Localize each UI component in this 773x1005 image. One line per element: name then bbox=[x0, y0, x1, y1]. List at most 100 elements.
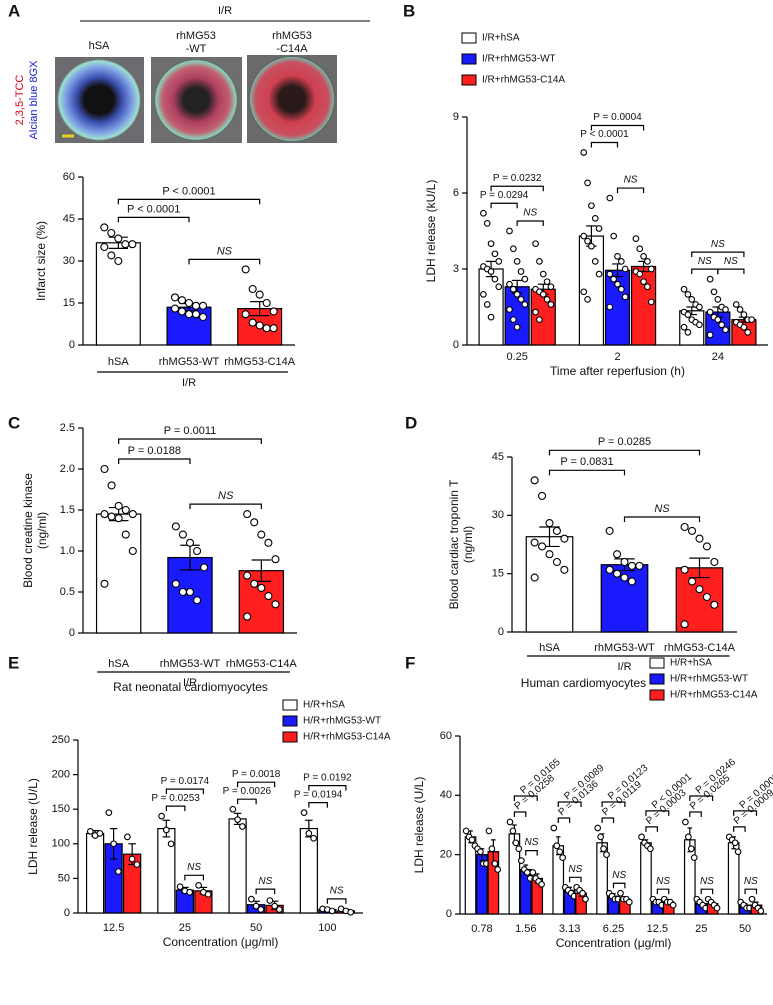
data-point bbox=[605, 526, 614, 535]
significance-label: NS bbox=[654, 503, 670, 515]
significance-label: P = 0.0831 bbox=[560, 456, 613, 468]
data-point bbox=[262, 324, 271, 333]
group-label: I/R bbox=[182, 377, 196, 389]
significance-label: P = 0.0253 bbox=[151, 793, 200, 804]
data-point bbox=[487, 240, 495, 248]
data-point bbox=[713, 904, 721, 912]
significance-bracket bbox=[308, 802, 328, 808]
significance-bracket bbox=[117, 198, 261, 205]
data-point bbox=[682, 818, 689, 826]
data-point bbox=[506, 818, 514, 826]
data-point bbox=[740, 323, 748, 331]
y-tick-label: 15 bbox=[492, 568, 504, 580]
significance-label: NS bbox=[724, 256, 738, 267]
significance-label: P = 0.0011 bbox=[164, 425, 217, 437]
y-axis-label: LDH release (U/L) bbox=[412, 777, 426, 874]
data-point bbox=[107, 512, 116, 521]
data-point bbox=[171, 579, 180, 588]
y-tick-label: 60 bbox=[63, 171, 75, 183]
data-point bbox=[128, 510, 137, 519]
data-point bbox=[186, 888, 193, 896]
data-point bbox=[584, 237, 591, 245]
y-tick-label: 30 bbox=[63, 255, 75, 267]
image-group-label: I/R bbox=[218, 5, 232, 17]
data-point bbox=[170, 293, 180, 302]
data-point bbox=[539, 290, 547, 298]
data-point bbox=[627, 577, 636, 586]
x-tick-label: 0.25 bbox=[506, 351, 527, 363]
data-point bbox=[121, 530, 130, 539]
x-tick-label: rhMG53-C14A bbox=[226, 658, 298, 670]
significance-label: NS bbox=[700, 876, 714, 887]
x-tick-label: hSA bbox=[108, 356, 129, 368]
significance-label: NS bbox=[258, 876, 272, 887]
data-point bbox=[538, 491, 547, 500]
data-point bbox=[462, 827, 470, 835]
data-point bbox=[257, 530, 266, 539]
data-point bbox=[584, 179, 591, 187]
data-point bbox=[584, 296, 591, 303]
data-point bbox=[529, 869, 537, 876]
x-tick-label: rhMG53-WT bbox=[594, 642, 655, 654]
legend-swatch bbox=[461, 53, 477, 65]
data-point bbox=[271, 600, 280, 609]
y-tick-label: 2.0 bbox=[60, 463, 75, 475]
significance-bracket bbox=[601, 817, 615, 823]
significance-bracket bbox=[189, 503, 262, 510]
data-point bbox=[178, 530, 187, 539]
y-tick-label: 2.5 bbox=[60, 422, 75, 434]
legend-label: I/R+rhMG53-WT bbox=[482, 54, 556, 65]
data-point bbox=[328, 907, 336, 915]
data-point bbox=[617, 285, 625, 293]
data-point bbox=[710, 600, 719, 609]
x-tick-label: 24 bbox=[712, 351, 724, 363]
x-tick-label: 12.5 bbox=[103, 922, 124, 934]
data-point bbox=[177, 296, 187, 305]
significance-bracket bbox=[744, 888, 758, 895]
data-point bbox=[640, 252, 647, 260]
data-point bbox=[732, 301, 740, 308]
y-tick-label: 250 bbox=[52, 734, 70, 746]
x-axis-label: Concentration (μg/ml) bbox=[163, 935, 279, 949]
data-point bbox=[518, 857, 525, 864]
y-tick-label: 9 bbox=[453, 111, 459, 123]
data-point bbox=[513, 290, 521, 298]
data-point bbox=[530, 573, 539, 582]
data-point bbox=[257, 583, 266, 592]
y-tick-label: 200 bbox=[52, 769, 70, 781]
data-point bbox=[158, 812, 165, 820]
legend-swatch bbox=[461, 74, 477, 86]
data-point bbox=[680, 565, 689, 574]
x-tick-label: 25 bbox=[695, 923, 707, 935]
data-point bbox=[545, 550, 554, 559]
x-tick-label: rhMG53-C14A bbox=[664, 642, 736, 654]
data-point bbox=[625, 898, 633, 906]
data-point bbox=[241, 310, 250, 319]
legend-swatch bbox=[649, 689, 665, 701]
data-point bbox=[485, 827, 493, 835]
significance-bracket bbox=[165, 788, 204, 795]
data-point bbox=[614, 280, 621, 288]
data-point bbox=[579, 889, 586, 897]
significance-bracket bbox=[548, 469, 626, 476]
legend-swatch bbox=[282, 731, 298, 743]
y-tick-label: 0.5 bbox=[60, 586, 75, 598]
data-point bbox=[269, 307, 278, 316]
x-tick-label: rhMG53-WT bbox=[160, 658, 221, 670]
significance-bracket bbox=[237, 798, 257, 805]
x-tick-label: 1.56 bbox=[515, 923, 536, 935]
data-point bbox=[556, 848, 564, 856]
significance-bracket bbox=[689, 795, 714, 802]
x-tick-label: 50 bbox=[739, 923, 751, 935]
panel-letter: A bbox=[8, 1, 20, 20]
data-point bbox=[105, 809, 113, 817]
significance-bracket bbox=[700, 888, 714, 895]
image-column-label: hSA bbox=[89, 40, 110, 52]
data-point bbox=[100, 510, 109, 519]
x-tick-label: rhMG53-WT bbox=[159, 356, 220, 368]
data-point bbox=[248, 284, 257, 294]
heart-section bbox=[57, 59, 141, 141]
data-point bbox=[250, 579, 259, 588]
significance-label: P < 0.0001 bbox=[580, 129, 629, 140]
data-point bbox=[647, 265, 655, 273]
